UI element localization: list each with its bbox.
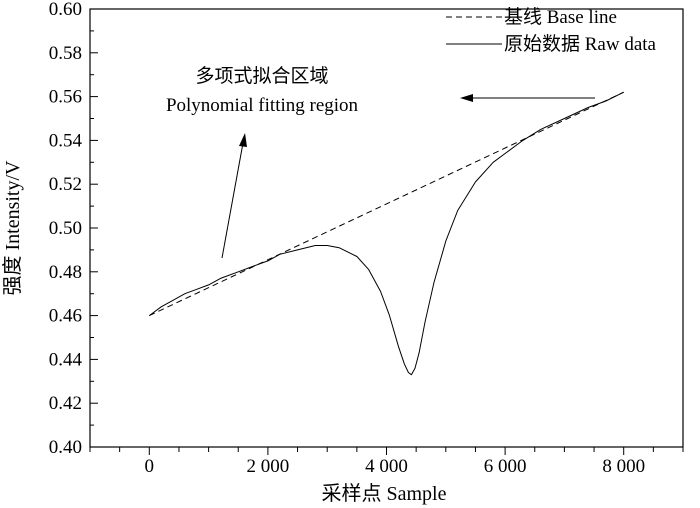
x-axis-title: 采样点 Sample [322, 482, 447, 505]
y-tick-label: 0.48 [49, 262, 82, 283]
y-tick-label: 0.50 [49, 218, 82, 239]
x-tick-label: 6 000 [484, 456, 527, 477]
series-line-raw-data [149, 91, 624, 376]
x-tick-label: 8 000 [602, 456, 645, 477]
x-tick-label: 0 [145, 456, 155, 477]
arrow-up-icon [221, 133, 247, 259]
x-tick-label: 4 000 [365, 456, 408, 477]
y-tick-label: 0.60 [49, 0, 82, 20]
y-axis-title: 强度 Intensity/V [1, 160, 24, 296]
y-tick-label: 0.40 [49, 437, 82, 458]
y-tick-label: 0.46 [49, 306, 82, 327]
y-tick-label: 0.44 [49, 349, 83, 370]
legend-label-base-line: 基线 Base line [504, 6, 617, 28]
arrow-left-icon [460, 94, 595, 102]
annotation-text-en: Polynomial fitting region [166, 95, 359, 116]
y-tick-label: 0.42 [49, 393, 82, 414]
x-axis: 0 2 000 4 000 6 000 8 000 [89, 447, 684, 477]
plot-frame [89, 8, 684, 448]
y-axis: 0.40 0.42 0.44 0.46 0.48 0.50 0.52 0.54 0.56 0.58… [49, 0, 98, 458]
annotation-text-cn: 多项式拟合区域 [195, 65, 328, 87]
x-tick-label: 2 000 [247, 456, 290, 477]
legend: 基线 Base line 原始数据 Raw data [446, 6, 657, 55]
y-tick-label: 0.54 [49, 130, 83, 151]
series-layer [149, 91, 624, 376]
annotation-polynomial-fitting: 多项式拟合区域 Polynomial fitting region [166, 65, 595, 259]
y-tick-label: 0.52 [49, 174, 82, 195]
y-tick-label: 0.56 [49, 87, 82, 108]
series-line-base-line [149, 91, 624, 317]
legend-label-raw-data: 原始数据 Raw data [504, 33, 657, 55]
plot-border [89, 8, 684, 448]
y-tick-label: 0.58 [49, 43, 82, 64]
